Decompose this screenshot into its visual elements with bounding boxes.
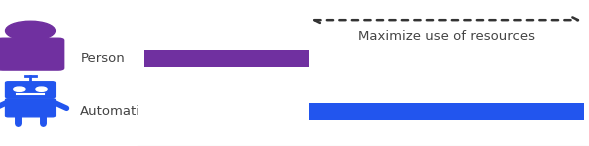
Text: Automation: Automation xyxy=(80,105,158,118)
FancyBboxPatch shape xyxy=(5,82,55,98)
Text: Maximize use of resources: Maximize use of resources xyxy=(358,30,535,43)
Text: Person: Person xyxy=(80,52,125,65)
FancyBboxPatch shape xyxy=(0,38,64,70)
Bar xyxy=(144,50,309,67)
Circle shape xyxy=(5,21,55,40)
Circle shape xyxy=(14,87,25,91)
FancyBboxPatch shape xyxy=(5,99,55,117)
Bar xyxy=(309,103,584,120)
Circle shape xyxy=(36,87,47,91)
